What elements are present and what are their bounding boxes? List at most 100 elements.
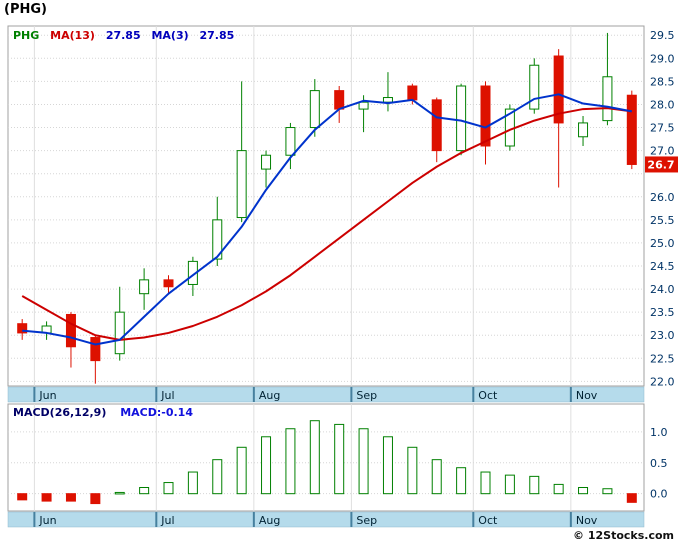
macd-bar-positive (553, 483, 564, 495)
candle-body-down (17, 323, 28, 334)
month-label: Sep (356, 389, 377, 402)
price-axis-label: 25.5 (650, 214, 675, 227)
macd-bar-positive (187, 471, 198, 495)
macd-bar-positive (358, 428, 369, 495)
month-label: Nov (576, 514, 598, 527)
month-label: Aug (259, 514, 280, 527)
month-axis-strip (7, 511, 645, 528)
price-axis-label: 24.5 (650, 260, 675, 273)
month-label: Nov (576, 389, 598, 402)
month-label: Oct (478, 514, 498, 527)
candle-body-up (114, 311, 125, 355)
macd-legend: MACD(26,12,9) MACD:-0.14 (13, 406, 193, 419)
macd-bar-positive (529, 475, 540, 495)
macd-bar-positive (456, 467, 467, 495)
candle-body-up (236, 150, 247, 219)
ma3-line (22, 93, 632, 346)
candle-body-up (382, 97, 393, 103)
price-axis-label: 29.5 (650, 29, 675, 42)
price-axis-label: 29.0 (650, 52, 675, 65)
ticker-symbol: PHG (13, 29, 40, 42)
page-title: (PHG) (4, 2, 47, 17)
candle-body-down (334, 90, 345, 110)
ma3-legend-value: 27.85 (199, 29, 235, 42)
macd-bar-positive (407, 446, 418, 495)
price-axis-label: 28.5 (650, 75, 675, 88)
month-label: Oct (478, 389, 498, 402)
candle-body-up (456, 85, 467, 152)
price-chart-legend: PHG MA(13) 27.85 MA(3) 27.85 (13, 29, 241, 42)
macd-bar-positive (334, 423, 345, 495)
macd-bar-positive (480, 471, 491, 495)
price-axis-label: 26.0 (650, 191, 675, 204)
price-plot-area (7, 25, 645, 387)
macd-bar-positive (602, 488, 613, 495)
candle-body-down (553, 55, 564, 124)
price-axis-label: 22.5 (650, 352, 675, 365)
price-axis-label: 22.0 (650, 375, 675, 388)
candle-body-up (358, 101, 369, 110)
price-axis-label: 28.0 (650, 98, 675, 111)
macd-bar-positive (261, 436, 272, 495)
price-axis-label: 24.0 (650, 283, 675, 296)
candle-body-down (407, 85, 418, 101)
candle-body-up (309, 90, 320, 129)
month-label: Jul (160, 514, 174, 527)
macd-axis-label: 0.5 (650, 457, 668, 470)
last-price-tag (645, 156, 678, 173)
candle-body-up (529, 64, 540, 110)
macd-bar-negative (90, 493, 101, 505)
macd-params-label: MACD(26,12,9) (13, 406, 107, 419)
macd-bar-negative (41, 493, 52, 502)
candle-body-down (90, 337, 101, 362)
candle-body-up (261, 154, 272, 170)
macd-bar-positive (382, 436, 393, 495)
ma13-legend-label: MA(13) (50, 29, 95, 42)
candle-body-down (65, 313, 76, 348)
ma13-line (21, 107, 632, 341)
macd-bar-negative (65, 493, 76, 502)
candle-body-up (139, 279, 150, 295)
month-label: Jun (38, 514, 56, 527)
macd-axis-label: 1.0 (650, 426, 668, 439)
month-label: Jun (38, 389, 56, 402)
macd-bar-positive (504, 474, 515, 495)
macd-bar-positive (309, 420, 320, 495)
price-axis-label: 23.5 (650, 306, 675, 319)
macd-bar-negative (17, 493, 28, 501)
month-label: Sep (356, 514, 377, 527)
month-label: Aug (259, 389, 280, 402)
macd-bar-positive (578, 486, 589, 495)
candle-body-up (602, 76, 613, 122)
candle-body-up (212, 219, 223, 260)
price-axis-label: 27.5 (650, 122, 675, 135)
month-axis-strip (7, 386, 645, 403)
candle-body-up (578, 122, 589, 138)
copyright-attribution: © 12Stocks.com (573, 529, 674, 542)
price-axis-label: 23.0 (650, 329, 675, 342)
macd-bar-positive (431, 459, 442, 495)
month-label: Jul (160, 389, 174, 402)
macd-axis-label: 0.0 (650, 488, 668, 501)
ma13-legend-value: 27.85 (105, 29, 141, 42)
macd-bar-positive (212, 459, 223, 495)
last-price-tag-text: 26.7 (647, 158, 674, 171)
macd-current-value: MACD:-0.14 (120, 406, 193, 419)
candle-body-up (285, 127, 296, 156)
macd-bar-positive (285, 428, 296, 495)
macd-bar-positive (114, 491, 125, 495)
price-axis-label: 27.0 (650, 145, 675, 158)
ma3-legend-label: MA(3) (151, 29, 189, 42)
macd-bar-positive (163, 482, 174, 495)
macd-bar-positive (236, 446, 247, 495)
macd-bar-negative (626, 493, 637, 503)
candle-body-down (480, 85, 491, 147)
macd-bar-positive (139, 486, 150, 495)
candle-body-down (163, 279, 174, 288)
macd-plot-area (7, 403, 645, 512)
price-axis-label: 25.0 (650, 237, 675, 250)
candle-body-down (626, 94, 637, 165)
candle-body-down (431, 99, 442, 152)
